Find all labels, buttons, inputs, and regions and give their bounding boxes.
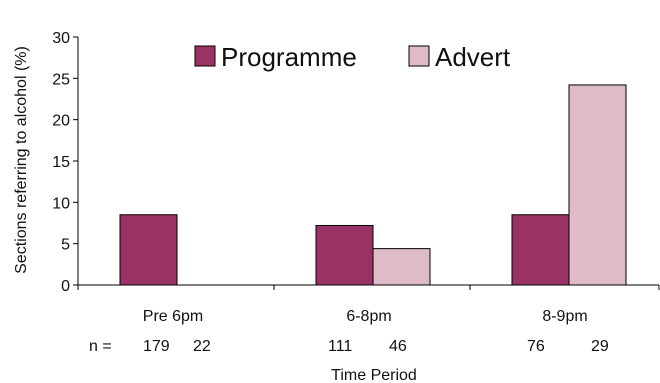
legend-label-advert: Advert (435, 42, 511, 72)
y-axis: 0 5 10 15 20 25 30 (52, 30, 79, 295)
n-value-label: 29 (591, 338, 609, 355)
x-axis-title: Time Period (331, 367, 417, 383)
y-axis-title: Sections referring to alcohol (%) (13, 46, 30, 274)
n-value-label: 76 (527, 338, 545, 355)
x-category-label: Pre 6pm (143, 308, 203, 325)
n-value-label: 22 (193, 338, 211, 355)
bar-programme-2 (511, 214, 570, 286)
bar-advert-1 (372, 248, 431, 286)
n-value-label: 46 (389, 338, 407, 355)
x-category-label: 8-9pm (542, 308, 587, 325)
y-tick-label: 10 (52, 195, 70, 212)
legend: Programme Advert (194, 42, 511, 72)
n-value-label: 111 (328, 338, 352, 355)
category-labels: Pre 6pm 6-8pm 8-9pm (143, 308, 588, 325)
y-tick-label: 0 (61, 278, 70, 295)
x-category-label: 6-8pm (346, 308, 391, 325)
bar-programme-1 (315, 224, 374, 286)
sample-size-labels: n = 179 22 111 46 76 29 (89, 338, 609, 355)
legend-label-programme: Programme (221, 42, 357, 72)
x-axis (77, 284, 660, 290)
y-tick-label: 15 (52, 154, 70, 171)
y-tick-label: 30 (52, 30, 70, 47)
n-value-label: 179 (143, 338, 170, 355)
y-tick-label: 25 (52, 71, 70, 88)
y-tick-label: 5 (61, 237, 70, 254)
bar-programme-0 (119, 214, 178, 286)
y-tick-label: 20 (52, 113, 70, 130)
n-prefix-label: n = (89, 338, 112, 355)
bars (119, 84, 627, 286)
legend-swatch-programme (194, 45, 216, 67)
bar-advert-2 (568, 84, 627, 286)
legend-swatch-advert (408, 45, 430, 67)
